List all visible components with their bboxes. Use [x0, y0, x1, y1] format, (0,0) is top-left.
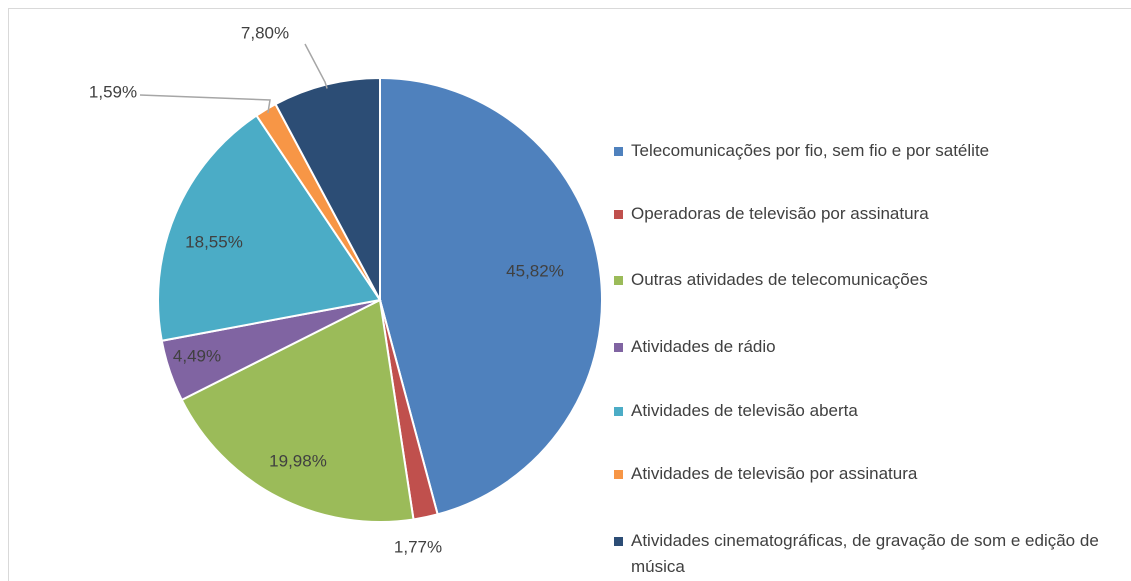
legend-item: Telecomunicações por fio, sem fio e por … [612, 138, 1127, 164]
legend-item: Outras atividades de telecomunicações [612, 267, 1127, 293]
legend-swatch [614, 147, 623, 156]
chart-frame [8, 8, 1131, 581]
legend-item: Operadoras de televisão por assinatura [612, 201, 1127, 227]
data-label: 19,98% [269, 451, 327, 470]
legend-swatch [614, 407, 623, 416]
legend-item: Atividades de televisão por assinatura [612, 461, 1127, 487]
leader-line [139, 94, 271, 114]
legend-label: Atividades de rádio [631, 337, 776, 356]
data-label: 1,59% [89, 82, 137, 101]
legend-label: Atividades de televisão aberta [631, 401, 858, 420]
legend-label: Telecomunicações por fio, sem fio e por … [631, 141, 990, 160]
legend-swatch [614, 343, 623, 352]
data-label: 4,49% [173, 346, 221, 365]
data-label: 1,77% [394, 537, 442, 556]
legend-label: Operadoras de televisão por assinatura [631, 204, 929, 223]
legend-item: Atividades de televisão aberta [612, 398, 1127, 424]
data-label: 45,82% [506, 261, 564, 280]
legend-label: Outras atividades de telecomunicações [631, 270, 928, 289]
pie-slice [157, 114, 382, 342]
legend-swatch [614, 210, 623, 219]
pie-slice [379, 76, 603, 516]
legend-item: Atividades de rádio [612, 334, 1127, 360]
legend-label: Atividades de televisão por assinatura [631, 464, 918, 483]
legend-swatch [614, 537, 623, 546]
data-label: 18,55% [185, 232, 243, 251]
pie-slice [180, 298, 415, 523]
data-label: 7,80% [241, 23, 289, 42]
legend-swatch [614, 276, 623, 285]
legend-swatch [614, 470, 623, 479]
legend-item: Atividades cinematográficas, de gravação… [612, 528, 1127, 580]
leader-line [304, 43, 328, 89]
legend-label: Atividades cinematográficas, de gravação… [631, 531, 1099, 576]
